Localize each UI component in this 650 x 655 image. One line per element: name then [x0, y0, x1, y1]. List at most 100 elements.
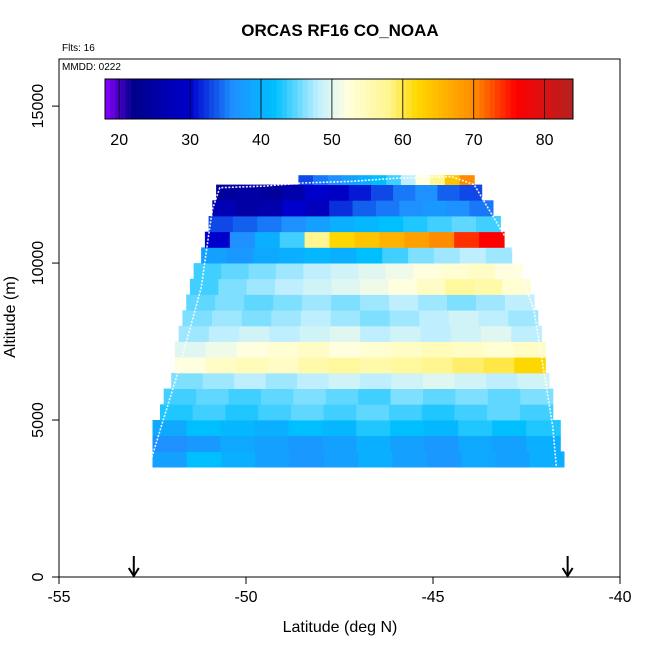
y-tick-label: 0	[30, 572, 47, 581]
heatmap-cell	[267, 357, 299, 374]
heatmap-cell	[254, 231, 281, 248]
colorbar-swatch	[422, 79, 428, 119]
heatmap-cell	[356, 420, 391, 437]
heatmap-cell	[393, 184, 416, 201]
colorbar-swatch	[188, 79, 194, 119]
heatmap-cell	[303, 263, 332, 280]
heatmap-cell	[429, 231, 455, 248]
heatmap-cell	[275, 278, 304, 295]
heatmap-cell	[445, 278, 475, 295]
heatmap-cell	[281, 216, 307, 233]
heatmap-cell	[329, 357, 361, 374]
heatmap-cell	[390, 325, 422, 342]
heatmap-cell	[389, 294, 419, 311]
heatmap-cell	[326, 184, 350, 201]
plot-area	[148, 175, 565, 468]
heatmap-cell	[192, 404, 226, 421]
heatmap-cell	[236, 341, 269, 358]
heatmap-cell	[202, 372, 235, 389]
heatmap-cell	[218, 278, 248, 295]
heatmap-cell	[479, 231, 505, 248]
heatmap-cell	[492, 420, 527, 437]
heatmap-cell	[360, 357, 392, 374]
heatmap-cell	[413, 263, 442, 280]
colorbar-swatch	[562, 79, 569, 119]
colorbar-swatch	[276, 79, 283, 119]
colorbar-tick-label: 30	[181, 132, 199, 149]
heatmap-cell	[473, 278, 503, 295]
heatmap-cell	[378, 216, 404, 233]
heatmap-cell	[205, 341, 238, 358]
heatmap-cell	[379, 231, 405, 248]
heatmap-cell	[171, 372, 204, 389]
colorbar-swatch	[183, 79, 189, 119]
heatmap-cell	[261, 388, 294, 405]
heatmap-cell	[221, 451, 256, 468]
heatmap-cell	[388, 278, 418, 295]
heatmap-cell	[390, 357, 423, 374]
heatmap-cell	[423, 388, 456, 405]
heatmap-cell	[390, 341, 423, 358]
heatmap-cell	[360, 341, 392, 358]
colorbar-swatch	[281, 79, 288, 119]
y-axis-label: Altitude (m)	[2, 276, 19, 358]
heatmap-cell	[302, 294, 332, 311]
heatmap-cell	[186, 420, 222, 437]
heatmap-cell	[257, 216, 283, 233]
heatmap-cell	[357, 175, 373, 185]
heatmap-cell	[331, 294, 361, 311]
heatmap-cell	[487, 404, 521, 421]
colorbar-swatch	[510, 79, 517, 119]
heatmap-cell	[229, 231, 256, 248]
heatmap-cell	[486, 372, 519, 389]
x-tick-label: -55	[47, 589, 70, 606]
colorbar-swatch	[235, 79, 241, 119]
heatmap-cell	[330, 263, 359, 280]
heatmap-cell	[376, 200, 400, 217]
heatmap-cell	[517, 372, 550, 389]
heatmap-cell	[186, 435, 222, 452]
heatmap-cell	[478, 310, 509, 327]
heatmap-cell	[416, 278, 446, 295]
heatmap-cell	[455, 388, 489, 405]
colorbar-tick-label: 60	[394, 132, 412, 149]
heatmap-cell	[458, 420, 493, 437]
colorbar-swatch	[458, 79, 465, 119]
heatmap-cell	[426, 451, 462, 468]
heatmap-cell	[208, 325, 240, 342]
heatmap-cell	[447, 294, 477, 311]
colorbar-swatch	[172, 79, 179, 119]
heatmap-cell	[323, 451, 359, 468]
heatmap-cell	[330, 247, 357, 264]
heatmap-cell	[329, 325, 361, 342]
heatmap-cell	[186, 294, 216, 311]
heatmap-cell	[392, 451, 428, 468]
heatmap-cell	[269, 325, 301, 342]
date-label: MMDD: 0222	[62, 62, 121, 73]
heatmap-cell	[304, 184, 328, 201]
heatmap-cell	[360, 325, 391, 342]
heatmap-cell	[514, 341, 546, 358]
heatmap-cell	[298, 357, 330, 374]
heatmap-cell	[246, 278, 276, 295]
heatmap-cell	[511, 325, 542, 342]
colorbar-swatch	[453, 79, 460, 119]
heatmap-cell	[322, 435, 357, 452]
colorbar-swatch	[437, 79, 444, 119]
heatmap-cell	[483, 341, 515, 358]
colorbar-swatch	[339, 79, 345, 119]
heatmap-cell	[282, 200, 307, 217]
heatmap-cell	[178, 325, 210, 342]
heatmap-cell	[358, 451, 394, 468]
heatmap-cell	[255, 451, 291, 468]
heatmap-cell	[440, 263, 469, 280]
y-tick-label: 10000	[30, 241, 47, 286]
colorbar-tick-label: 20	[110, 132, 128, 149]
heatmap-cell	[216, 184, 239, 201]
colorbar-swatch	[500, 79, 506, 119]
flights-label: Flts: 16	[62, 43, 95, 54]
colorbar-swatch	[531, 79, 538, 119]
heatmap-cell	[189, 278, 219, 295]
heatmap-cell	[400, 175, 417, 185]
